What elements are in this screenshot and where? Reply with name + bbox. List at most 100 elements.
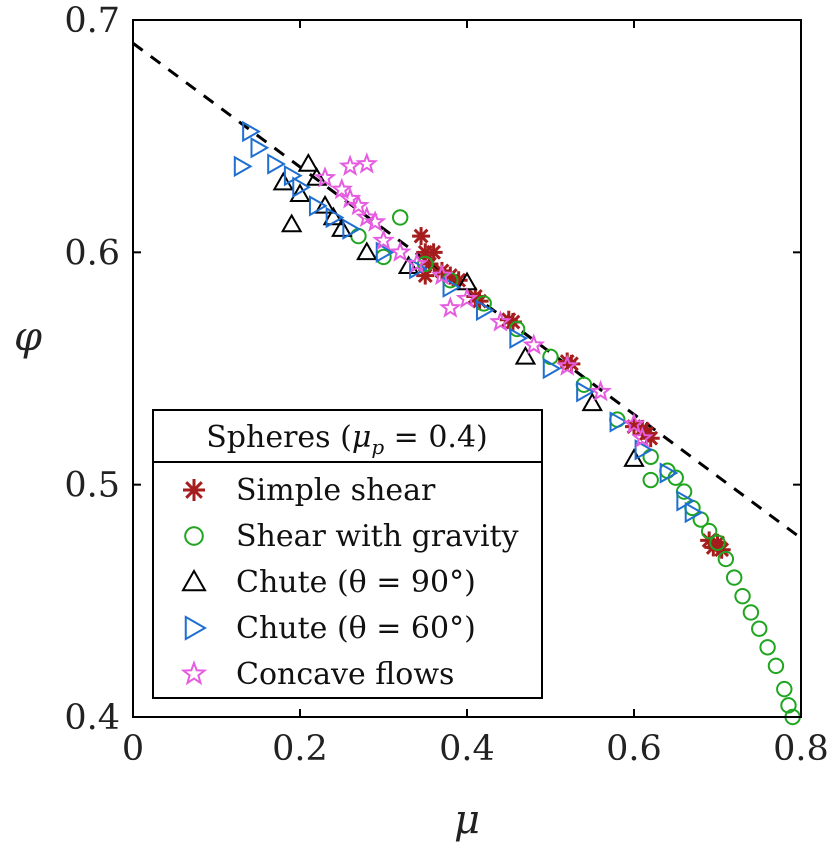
data-point [325,206,345,229]
x-tick-label: 0.2 [272,729,328,769]
legend: Spheres (μp = 0.4) Simple shear Shear wit… [152,409,543,699]
x-tick-label: 0.8 [773,729,829,769]
legend-label: Chute (θ = 60°) [236,611,476,646]
y-axis-label: φ [14,314,42,360]
data-point [634,439,654,461]
legend-marker [184,526,204,546]
legend-item: Simple shear [183,473,436,508]
x-tick-label: 0.4 [439,729,495,769]
data-point [388,240,412,262]
data-point [409,257,428,280]
data-point [272,171,295,191]
x-tick-label: 0 [122,729,144,769]
data-point [330,177,353,200]
legend-label: Chute (θ = 90°) [236,565,476,600]
data-point [392,209,409,226]
y-tick-label: 0.7 [64,1,120,41]
data-point [289,183,311,202]
legend-marker [184,615,208,641]
axes-box [132,19,802,718]
data-point [767,657,785,675]
data-point [489,310,512,332]
data-point [305,166,328,186]
data-point [717,550,735,568]
data-point [322,206,345,226]
legend-item: Chute (θ = 90°) [181,565,476,600]
data-point [442,276,462,298]
legend-item: Chute (θ = 60°) [184,611,476,646]
x-tick-label: 0.6 [606,729,662,769]
legend-items: Simple shear Shear with gravity Chute (θ =… [180,473,519,692]
data-points [233,120,801,726]
data-point [250,137,270,159]
legend-marker [181,568,207,592]
legend-item: Concave flows [180,657,454,692]
data-point [455,286,479,309]
y-tick-label: 0.5 [64,466,120,506]
data-point [576,381,595,403]
data-point [280,213,303,233]
data-point [622,412,646,434]
data-point [609,411,629,433]
series-star [313,152,654,448]
legend-box [152,409,543,699]
data-point [314,194,336,214]
data-point [342,218,362,240]
data-point [412,227,431,246]
data-point [522,333,546,355]
data-point [542,348,559,366]
series-triangle-right [233,120,704,524]
data-point [430,263,454,286]
data-point [233,155,253,178]
data-point [331,218,353,237]
x-axis-label: μ [454,797,480,842]
data-point [347,194,370,216]
data-point [363,210,387,232]
data-point [642,471,659,489]
data-point [439,296,462,318]
y-tick-label: 0.6 [64,233,120,273]
y-tick-label: 0.4 [64,698,120,738]
data-point [372,228,395,251]
data-point [751,620,768,637]
legend-marker [183,479,205,501]
data-point [356,241,378,261]
data-point [355,152,379,174]
data-point [405,251,429,274]
data-point [375,241,395,264]
data-point [509,327,529,350]
data-point [292,176,312,199]
legend-title: Spheres (μp = 0.4) [206,420,488,459]
data-point [780,697,797,714]
data-point [424,243,443,262]
data-point [642,448,659,465]
data-point [338,154,362,177]
data-point [355,205,379,228]
plot-area [132,42,802,726]
data-point [776,680,793,698]
tick-labels: 0 0.2 0.4 0.6 0.8 0.4 0.5 0.6 0.7 [64,1,829,769]
data-point [684,501,704,524]
data-point [350,227,367,245]
fit-line [132,42,802,540]
data-point [267,153,286,175]
data-point [297,153,320,172]
data-point [659,462,679,484]
data-point [514,345,537,365]
data-point [708,533,727,552]
data-point [742,604,760,621]
series-triangle-up [272,153,645,467]
data-point [734,587,751,605]
data-point [313,166,337,188]
data-point [242,120,261,143]
legend-label: Simple shear [236,473,436,508]
data-point [308,195,328,217]
data-point [709,534,726,551]
legend-label: Shear with gravity [236,519,519,554]
legend-marker [180,660,208,686]
data-point [631,426,654,448]
data-point [581,392,603,412]
data-point [726,569,743,586]
data-point [759,639,776,656]
